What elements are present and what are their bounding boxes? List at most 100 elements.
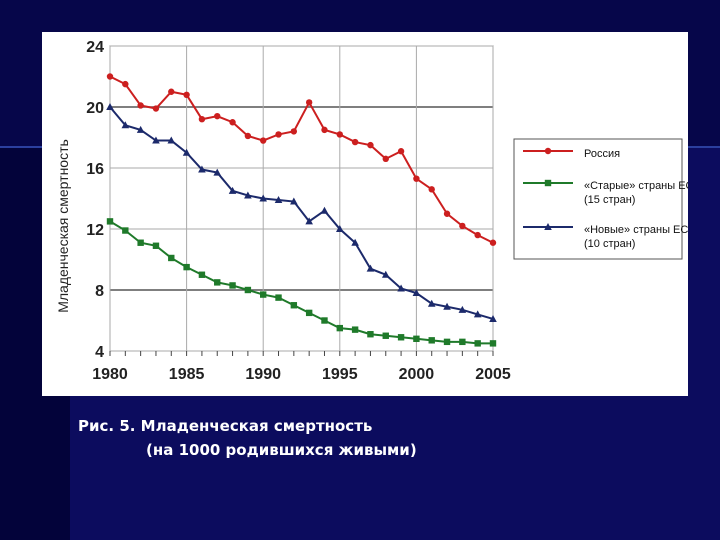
y-tick-label: 24 (86, 39, 104, 56)
data-point-0 (168, 88, 175, 95)
data-point-1 (183, 263, 190, 271)
data-point-1 (382, 332, 389, 339)
series-line-1 (109, 220, 493, 345)
data-point-2 (213, 168, 222, 176)
data-point-0 (489, 239, 497, 246)
data-point-0 (413, 175, 420, 182)
data-point-1 (305, 309, 313, 317)
legend-label-new-eu-2: (10 стран) (584, 238, 635, 250)
data-point-2 (305, 217, 313, 225)
data-point-1 (244, 286, 252, 294)
data-point-1 (260, 291, 267, 298)
data-point-1 (413, 335, 420, 342)
data-point-0 (351, 138, 359, 146)
data-point-2 (244, 191, 252, 199)
data-point-1 (459, 338, 466, 346)
grid-layer (109, 45, 494, 356)
data-point-0 (198, 116, 206, 123)
data-point-1 (428, 337, 435, 344)
caption-line-1: Рис. 5. Младенческая смертность (78, 417, 373, 435)
figure-caption: Рис. 5. Младенческая смертность (на 1000… (78, 414, 417, 462)
data-point-0 (229, 119, 236, 126)
y-tick-label: 16 (86, 161, 104, 178)
data-point-2 (121, 121, 130, 129)
data-point-1 (137, 239, 144, 246)
data-point-1 (152, 242, 160, 249)
data-point-0 (122, 80, 129, 88)
data-point-0 (106, 73, 114, 80)
x-tick-label: 1995 (322, 366, 358, 383)
data-point-1 (351, 326, 359, 333)
legend-label-new-eu-1: «Новые» страны ЕС (584, 224, 688, 236)
data-point-1 (106, 218, 114, 225)
legend-marker-2 (544, 223, 552, 230)
data-point-0 (260, 137, 267, 144)
data-point-2 (106, 103, 114, 110)
legend-label-old-eu-1: «Старые» страны ЕС (584, 180, 688, 192)
data-point-1 (336, 324, 343, 332)
y-axis-title: Младенческая смертность (55, 139, 71, 313)
caption-line-2: (на 1000 родившихся живыми) (146, 441, 417, 459)
data-point-1 (321, 317, 328, 324)
data-point-2 (412, 289, 421, 297)
legend-label-old-eu-2: (15 стран) (584, 194, 635, 206)
data-point-0 (382, 155, 389, 163)
data-point-0 (443, 210, 451, 217)
data-point-2 (381, 270, 390, 278)
data-point-2 (198, 165, 206, 173)
data-point-0 (137, 102, 144, 109)
data-point-2 (259, 194, 267, 202)
y-tick-label: 20 (86, 100, 104, 117)
y-tick-label: 12 (86, 222, 104, 239)
x-tick-label: 2005 (475, 366, 511, 383)
legend: Россия «Старые» страны ЕС (15 стран) «Но… (513, 138, 688, 260)
data-point-2 (427, 299, 436, 307)
data-point-2 (473, 310, 482, 318)
legend-box (513, 138, 683, 260)
data-point-0 (428, 186, 435, 193)
data-point-1 (489, 340, 497, 347)
data-point-2 (397, 284, 405, 292)
x-tick-label: 2000 (399, 366, 435, 383)
data-point-2 (290, 197, 298, 205)
data-point-0 (152, 105, 160, 112)
data-point-2 (274, 196, 283, 204)
data-point-2 (152, 136, 160, 144)
x-tick-label: 1985 (169, 366, 205, 383)
data-point-2 (458, 305, 467, 313)
data-point-1 (229, 282, 236, 289)
chart-panel: 4 8 12 16 20 24 1980 1985 1990 1995 2000 2005 Младе… (42, 32, 688, 396)
legend-label-russia: Россия (584, 148, 620, 160)
data-point-2 (489, 314, 497, 322)
data-point-1 (168, 254, 175, 262)
y-tick-label: 4 (95, 344, 104, 361)
data-point-0 (290, 128, 298, 135)
data-point-2 (366, 264, 375, 272)
data-point-2 (136, 125, 145, 133)
data-point-2 (351, 238, 359, 246)
series-line-0 (109, 75, 494, 244)
data-point-0 (321, 126, 328, 134)
data-point-0 (474, 231, 481, 239)
data-point-2 (320, 206, 329, 214)
data-point-0 (305, 99, 313, 106)
data-point-0 (214, 112, 221, 120)
data-point-1 (290, 302, 298, 309)
data-point-0 (336, 131, 343, 138)
series-layer (106, 73, 497, 347)
data-point-1 (198, 271, 206, 278)
y-tick-label: 8 (95, 283, 104, 300)
data-point-0 (397, 148, 405, 155)
data-point-0 (244, 132, 252, 140)
data-point-1 (443, 338, 451, 346)
data-point-1 (397, 334, 405, 341)
legend-marker-1 (544, 179, 552, 187)
data-point-2 (228, 186, 237, 194)
data-point-1 (367, 331, 374, 338)
data-point-2 (167, 136, 176, 144)
data-point-1 (474, 340, 481, 347)
data-point-0 (367, 141, 374, 149)
axis-tick-labels: 4 8 12 16 20 24 1980 1985 1990 1995 2000 2005 (86, 39, 511, 383)
infant-mortality-chart: 4 8 12 16 20 24 1980 1985 1990 1995 2000 2005 Младе… (55, 39, 688, 383)
data-point-0 (275, 131, 282, 138)
